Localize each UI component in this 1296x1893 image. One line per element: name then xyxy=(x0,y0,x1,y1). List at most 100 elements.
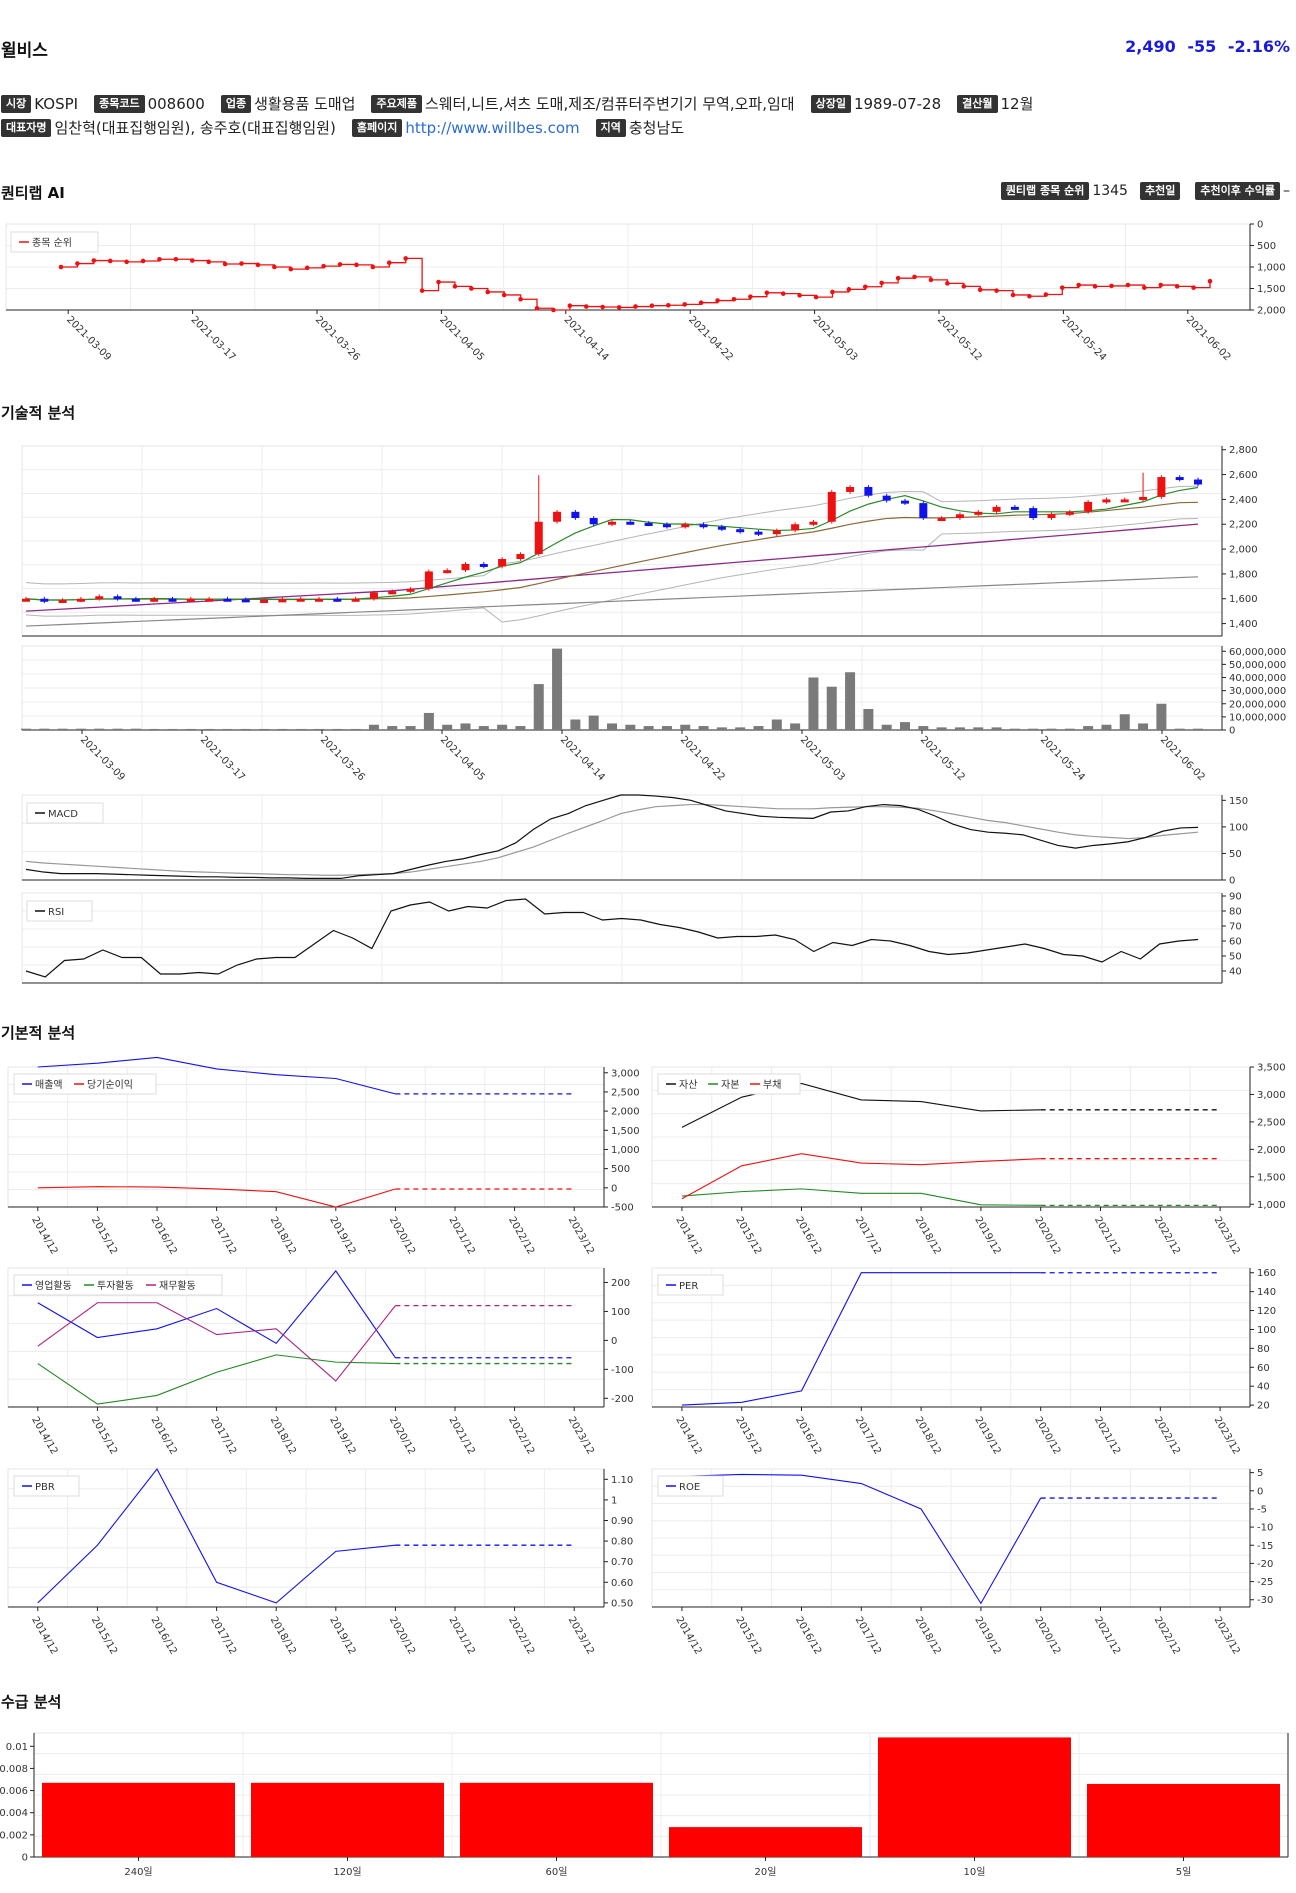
rank-point xyxy=(567,303,573,309)
volume-bar xyxy=(1138,723,1149,730)
cashflow-chart-xtick-label: 2018/12 xyxy=(268,1415,298,1456)
pbr-chart-legend-box xyxy=(13,1475,80,1497)
pbr-chart-ytick-label: 0.90 xyxy=(611,1516,633,1527)
rank-point xyxy=(272,264,277,270)
sales-chart-xtick-label: 2017/12 xyxy=(208,1215,238,1256)
candle-body xyxy=(662,524,671,528)
volume-bar xyxy=(954,727,965,730)
volume-bar xyxy=(661,726,672,730)
volume-bar xyxy=(826,686,837,730)
cashflow-chart-xtick-label: 2021/12 xyxy=(446,1415,476,1456)
volume-chart-ytick-label: 40,000,000 xyxy=(1229,673,1286,684)
volume-bar xyxy=(130,728,141,730)
volume-chart-xtick-label: 2021-05-24 xyxy=(1038,734,1087,783)
volume-bar xyxy=(991,727,1002,730)
candle-body xyxy=(717,526,726,530)
supply-chart-xtick-label: 60일 xyxy=(546,1866,568,1878)
per-chart-xtick-label: 2023/12 xyxy=(1212,1415,1242,1456)
rank-chart-ytick-label: 500 xyxy=(1257,241,1276,252)
roe-chart-xtick-label: 2015/12 xyxy=(733,1615,763,1656)
rank-chart-legend-box xyxy=(10,231,99,253)
rec-date-tag: 추천일 xyxy=(1139,182,1181,200)
rank-point xyxy=(698,300,704,305)
rank-chart-legend-label: 종목 순위 xyxy=(32,236,72,249)
candle-body xyxy=(919,503,928,519)
volume-bar xyxy=(533,684,544,730)
balance-chart-series-line xyxy=(681,1082,1041,1128)
per-chart-xtick-label: 2021/12 xyxy=(1092,1415,1122,1456)
sales-chart-xtick-label: 2022/12 xyxy=(506,1215,536,1256)
candle-body xyxy=(809,521,818,525)
volume-bar xyxy=(753,726,764,730)
rank-point xyxy=(107,258,113,264)
volume-bar xyxy=(149,728,160,730)
volume-bar xyxy=(350,728,361,730)
volume-chart-xtick-label: 2021-03-26 xyxy=(318,734,367,783)
rank-point xyxy=(666,302,671,308)
rank-point xyxy=(157,256,162,262)
rsi-line xyxy=(25,898,1199,978)
candle-body xyxy=(699,524,708,528)
volume-bar xyxy=(423,712,434,730)
rank-point xyxy=(485,289,491,295)
volume-bar xyxy=(808,677,819,730)
rank-point xyxy=(1109,283,1114,289)
volume-bar xyxy=(973,727,984,730)
candle-body xyxy=(76,598,85,602)
volume-bar xyxy=(643,726,654,730)
candle-body xyxy=(315,598,323,602)
rsi-chart-ytick-label: 80 xyxy=(1229,907,1242,918)
rank-chart-xtick-label: 2021-04-14 xyxy=(562,314,611,363)
candle-body xyxy=(1010,506,1019,510)
rank-point xyxy=(534,305,540,311)
balance-chart-ytick-label: 1,500 xyxy=(1257,1172,1286,1183)
price-display: 2,490 -55 -2.16% xyxy=(1125,37,1290,56)
candle-body xyxy=(534,521,543,555)
roe-chart-xtick-label: 2020/12 xyxy=(1032,1615,1062,1656)
volume-bar xyxy=(185,728,196,730)
price-chart-ytick-label: 2,600 xyxy=(1229,470,1258,481)
rank-point xyxy=(961,284,967,289)
balance-chart-xtick-label: 2014/12 xyxy=(673,1215,703,1256)
balance-chart-legend-box xyxy=(657,1073,801,1095)
price-chart-ytick-label: 2,200 xyxy=(1229,520,1258,531)
rank-point xyxy=(1207,278,1213,284)
price-chart-ytick-label: 1,600 xyxy=(1229,594,1258,605)
code-tag: 종목코드 xyxy=(94,94,145,113)
per-chart-series-line xyxy=(681,1272,1041,1406)
rank-chart-xtick-label: 2021-03-26 xyxy=(313,314,362,363)
balance-chart-xtick-label: 2016/12 xyxy=(793,1215,823,1256)
volume-bar xyxy=(900,722,910,730)
rank-point xyxy=(682,302,688,307)
roe-chart-ytick-label: 5 xyxy=(1257,1468,1263,1479)
pbr-chart-xtick-label: 2019/12 xyxy=(327,1615,357,1656)
candle-body xyxy=(168,598,177,602)
volume-bar xyxy=(625,724,636,730)
sales-chart-series-line xyxy=(37,1186,396,1208)
candle-body xyxy=(1084,501,1093,512)
candle-body xyxy=(901,500,909,504)
pbr-chart-series-line xyxy=(37,1467,396,1604)
quant-summary: 퀀티랩 종목 순위 1345 추천일 추천이후 수익률 – xyxy=(1000,182,1290,200)
rank-point xyxy=(600,304,605,310)
rank-point xyxy=(551,307,556,313)
candle-body xyxy=(351,598,360,602)
roe-chart-ytick-label: -30 xyxy=(1257,1595,1273,1606)
rank-point xyxy=(633,304,638,309)
candle-body xyxy=(498,559,507,567)
candle-body xyxy=(736,529,745,533)
pbr-chart-ytick-label: 1.10 xyxy=(611,1475,633,1486)
volume-chart-ytick-label: 0 xyxy=(1229,726,1235,737)
code-value: 008600 xyxy=(147,94,205,113)
rank-point xyxy=(518,296,523,302)
rank-tag: 퀀티랩 종목 순위 xyxy=(1000,182,1090,200)
roe-chart-ytick-label: 0 xyxy=(1257,1486,1263,1497)
market-value: KOSPI xyxy=(34,94,79,113)
balance-chart-legend-label: 자본 xyxy=(721,1079,739,1091)
rank-point xyxy=(75,261,80,266)
supply-chart-xtick-label: 10일 xyxy=(964,1866,986,1878)
price-chart-ytick-label: 2,800 xyxy=(1229,445,1258,456)
industry-tag: 업종 xyxy=(220,94,252,113)
homepage-link[interactable]: http://www.willbes.com xyxy=(405,118,580,137)
per-chart-ytick-label: 100 xyxy=(1257,1325,1276,1336)
